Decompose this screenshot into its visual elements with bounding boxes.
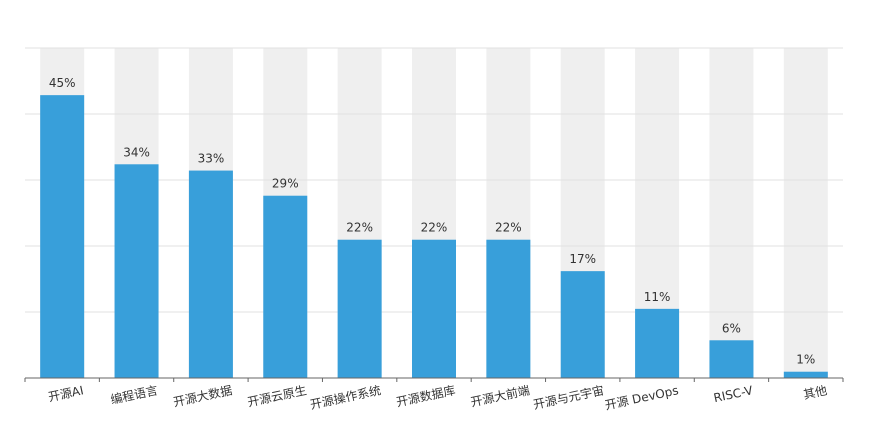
x-tick-label: 开源大前端 xyxy=(469,382,531,409)
x-tick-label: 开源AI xyxy=(47,383,85,404)
bar xyxy=(188,170,233,378)
bar-background xyxy=(709,48,754,378)
bar xyxy=(635,308,680,378)
value-label: 6% xyxy=(722,321,741,335)
x-tick-label: RISC-V xyxy=(712,383,755,405)
value-label: 45% xyxy=(49,76,76,90)
value-label: 22% xyxy=(346,221,373,235)
value-label: 11% xyxy=(644,290,671,304)
bar-background xyxy=(783,48,828,378)
x-tick-label: 其他 xyxy=(802,383,828,402)
value-label: 22% xyxy=(495,221,522,235)
value-label: 34% xyxy=(123,145,150,159)
bar xyxy=(783,371,828,378)
bar xyxy=(263,195,308,378)
bar xyxy=(486,239,531,378)
x-tick-label: 编程语言 xyxy=(109,382,159,407)
x-tick-label: 开源大数据 xyxy=(172,382,234,409)
x-tick-label: 开源 DevOps xyxy=(604,383,680,412)
bar xyxy=(560,271,605,378)
value-label: 29% xyxy=(272,177,299,191)
bar xyxy=(412,239,456,378)
bar xyxy=(114,164,159,378)
bar xyxy=(337,239,382,378)
x-tick-label: 开源数据库 xyxy=(395,382,457,409)
value-label: 33% xyxy=(198,152,225,166)
bar xyxy=(709,340,754,378)
x-tick-label: 开源云原生 xyxy=(246,383,308,409)
x-tick-label: 开源与元宇宙 xyxy=(532,382,606,412)
x-tick-label: 开源操作系统 xyxy=(309,382,383,412)
value-label: 22% xyxy=(421,221,448,235)
value-label: 17% xyxy=(569,252,596,266)
bar xyxy=(40,95,85,379)
value-label: 1% xyxy=(796,353,815,367)
